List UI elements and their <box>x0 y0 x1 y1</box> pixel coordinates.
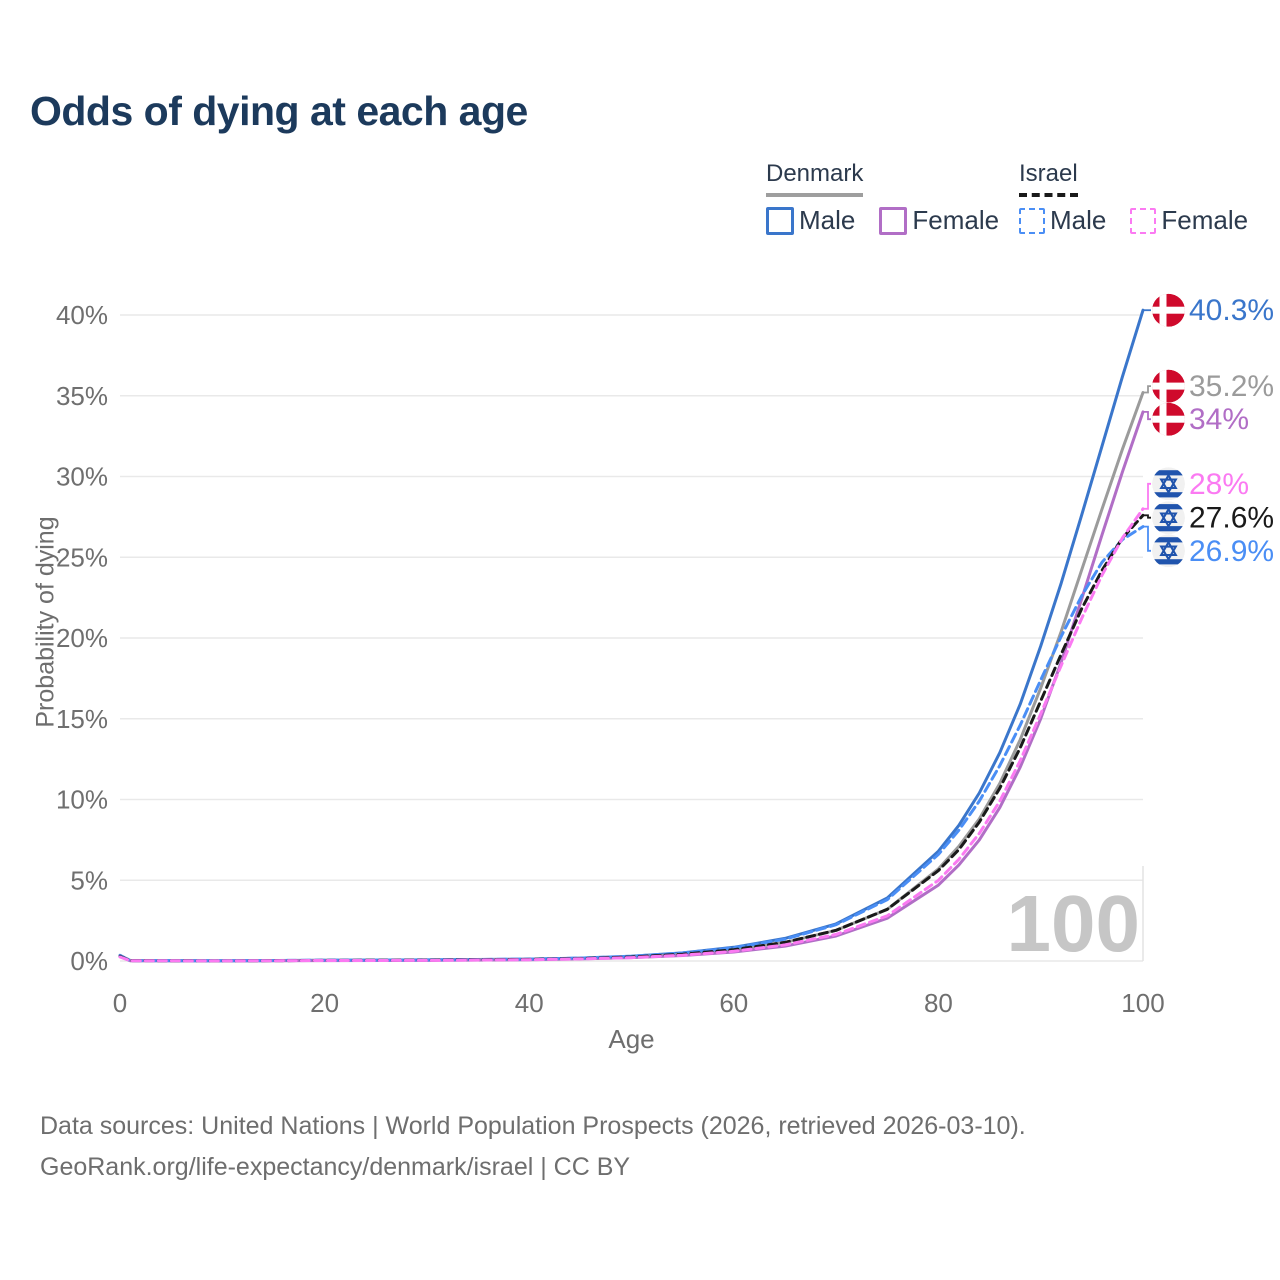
end-value-label-israel-both-sexes[interactable]: 27.6% <box>1189 502 1274 535</box>
y-tick-label: 20% <box>56 623 108 653</box>
source-line-2[interactable]: GeoRank.org/life-expectancy/denmark/isra… <box>40 1152 631 1181</box>
y-tick-label: 35% <box>56 381 108 411</box>
series-line-israel-female[interactable] <box>118 507 1145 963</box>
leader-line-israel-both-sexes <box>1143 514 1151 519</box>
legend-item-label: Female <box>912 205 1000 235</box>
x-tick-label: 80 <box>924 988 953 1018</box>
leader-line-israel-male <box>1143 525 1151 552</box>
series-line-denmark-female[interactable] <box>118 410 1145 963</box>
legend-item-denmark-female[interactable]: Female <box>879 205 999 236</box>
legend-group-israel: Israel Male Female <box>1019 160 1248 236</box>
x-axis-title: Age <box>608 1024 654 1054</box>
legend-item-israel-female[interactable]: Female <box>1130 205 1248 236</box>
legend-header-denmark[interactable]: Denmark <box>766 160 864 197</box>
legend-item-label: Female <box>1161 205 1249 235</box>
end-value-label-denmark-male[interactable]: 40.3% <box>1189 294 1274 327</box>
source-line-1: Data sources: United Nations | World Pop… <box>40 1112 1026 1140</box>
y-tick-label: 15% <box>56 704 108 734</box>
leader-line-denmark-both-sexes <box>1143 385 1151 394</box>
x-tick-label: 20 <box>310 988 339 1018</box>
y-tick-label: 40% <box>56 300 108 330</box>
israel-flag-icon <box>1152 534 1185 567</box>
end-value-label-denmark-both-sexes[interactable]: 35.2% <box>1189 370 1274 403</box>
series-line-denmark-male[interactable] <box>118 308 1145 963</box>
x-tick-label: 60 <box>719 988 748 1018</box>
israel-female-swatch-icon <box>1130 207 1157 234</box>
legend-item-denmark-male[interactable]: Male <box>766 205 855 236</box>
denmark-male-swatch-icon <box>766 206 794 235</box>
legend-item-label: Male <box>1050 205 1107 235</box>
leader-line-denmark-female <box>1143 411 1151 421</box>
legend-group-denmark: Denmark Male Female <box>766 160 999 236</box>
y-tick-label: 25% <box>56 542 108 572</box>
y-tick-label: 30% <box>56 462 108 492</box>
legend-header-israel[interactable]: Israel <box>1019 160 1078 197</box>
legend-item-label: Male <box>799 205 856 235</box>
x-tick-label: 40 <box>515 988 544 1018</box>
end-value-label-israel-female[interactable]: 28% <box>1189 468 1249 501</box>
y-tick-label: 0% <box>70 946 108 976</box>
y-tick-label: 10% <box>56 785 108 815</box>
denmark-flag-icon <box>1152 294 1185 327</box>
page-title: Odds of dying at each age <box>30 88 528 134</box>
denmark-flag-icon <box>1152 370 1185 403</box>
denmark-flag-icon <box>1152 403 1185 436</box>
series-line-denmark-both-sexes[interactable] <box>118 391 1145 963</box>
data-source-note: Data sources: United Nations | World Pop… <box>40 1106 1026 1187</box>
y-tick-label: 5% <box>70 865 108 895</box>
x-tick-label: 0 <box>113 988 127 1018</box>
leader-line-israel-female <box>1143 482 1151 510</box>
end-value-label-denmark-female[interactable]: 34% <box>1189 403 1249 436</box>
series-line-israel-male[interactable] <box>118 525 1145 963</box>
israel-flag-icon <box>1152 467 1185 500</box>
x-tick-label: 100 <box>1121 988 1164 1018</box>
age-watermark: 100 <box>1007 879 1140 968</box>
israel-flag-icon <box>1152 501 1185 534</box>
legend-item-israel-male[interactable]: Male <box>1019 205 1106 236</box>
denmark-female-swatch-icon <box>879 206 908 235</box>
series-line-israel-both-sexes[interactable] <box>118 513 1145 963</box>
end-value-label-israel-male[interactable]: 26.9% <box>1189 535 1274 568</box>
israel-male-swatch-icon <box>1019 207 1045 234</box>
